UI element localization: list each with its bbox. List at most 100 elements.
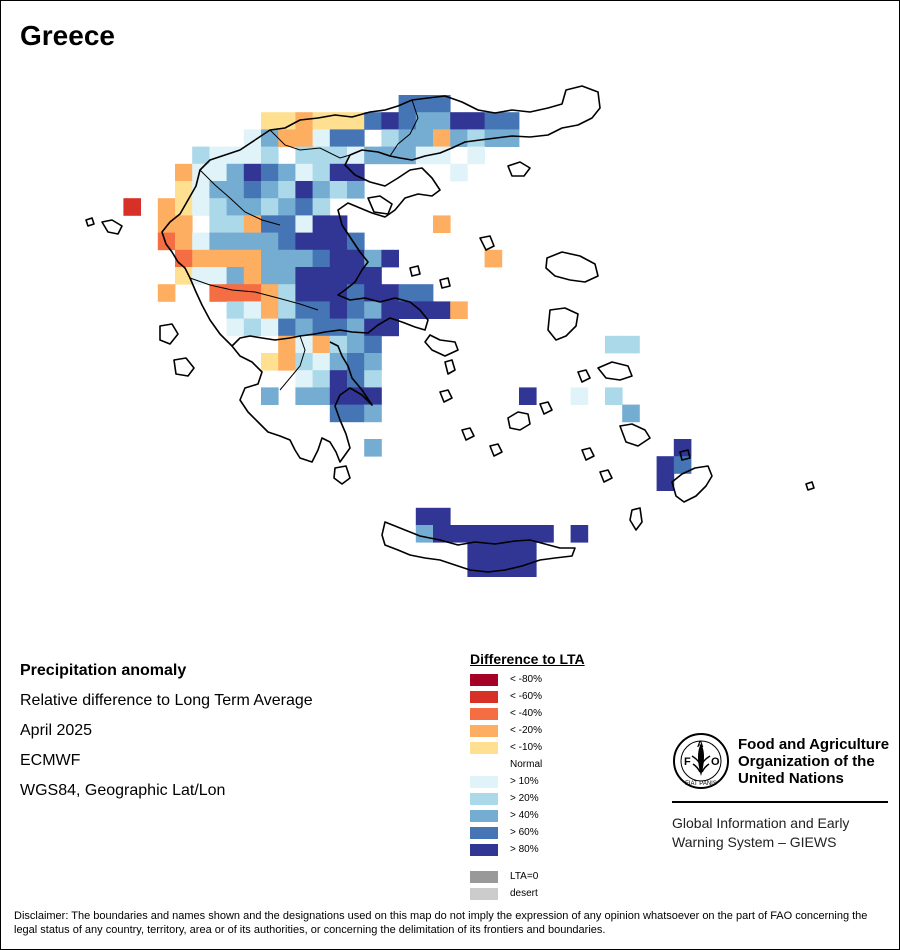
coastline [545, 251, 599, 283]
anomaly-cell [312, 335, 331, 354]
anomaly-cell [157, 232, 176, 251]
coastline [424, 334, 459, 357]
map-canvas[interactable] [0, 0, 900, 640]
anomaly-cell [278, 249, 296, 268]
anomaly-cell [175, 181, 193, 199]
legend-swatch [470, 775, 498, 788]
anomaly-cell [656, 456, 675, 474]
anomaly-cell [347, 301, 365, 319]
map-legend: Difference to LTA < -80% < -60% < -40% < -2… [470, 651, 585, 902]
fao-motto: FIAT PANIS [685, 781, 717, 787]
anomaly-cell [415, 129, 434, 147]
anomaly-cell [312, 232, 331, 251]
anomaly-cell [243, 267, 262, 285]
anomaly-cell [398, 146, 417, 165]
coastline [507, 161, 531, 177]
giews-label: Global Information and Early Warning Sys… [672, 815, 850, 850]
coastline [599, 469, 613, 483]
anomaly-cell [364, 301, 382, 319]
anomaly-cell [226, 181, 245, 199]
anomaly-cell [278, 353, 296, 371]
anomaly-cell [450, 301, 468, 319]
anomaly-cell [312, 267, 331, 285]
coastline [333, 465, 351, 485]
anomaly-cell [226, 215, 245, 233]
info-projection: WGS84, Geographic Lat/Lon [20, 782, 226, 799]
anomaly-cell [261, 387, 279, 405]
coastline [629, 507, 643, 531]
anomaly-cell [570, 387, 589, 405]
map-title: Greece [20, 20, 115, 51]
anomaly-cell [261, 284, 279, 302]
anomaly-cell [209, 181, 227, 199]
anomaly-cell [519, 559, 537, 577]
legend-label: > 80% [510, 844, 539, 855]
anomaly-cell [329, 335, 348, 354]
anomaly-cell [209, 215, 227, 233]
anomaly-cell [433, 112, 451, 130]
anomaly-cell [329, 284, 348, 302]
anomaly-cell [226, 163, 245, 182]
anomaly-cell [622, 404, 640, 423]
anomaly-cell [433, 129, 451, 147]
anomaly-cell [484, 559, 503, 577]
anomaly-cell [295, 181, 313, 199]
admin-boundary [279, 335, 306, 391]
anomaly-cell [364, 249, 382, 268]
coastline [101, 219, 123, 235]
anomaly-cell [278, 215, 296, 233]
anomaly-cell [278, 198, 296, 216]
anomaly-cell [278, 301, 296, 319]
legend-swatch [470, 690, 498, 703]
anomaly-cell [364, 353, 382, 371]
anomaly-cell [295, 232, 313, 251]
anomaly-cell [450, 112, 468, 130]
coastline [597, 361, 633, 381]
legend-extra-item: LTA=0 [470, 868, 585, 885]
anomaly-cell [347, 267, 365, 285]
anomaly-cell [347, 232, 365, 251]
anomaly-cell [226, 301, 245, 319]
legend-swatch [470, 887, 498, 900]
coastline [539, 401, 553, 415]
legend-swatch [470, 741, 498, 754]
anomaly-cell [381, 301, 399, 319]
anomaly-cell [261, 181, 279, 199]
fao-logo: F A O FIAT PANIS [673, 733, 729, 789]
anomaly-cell [501, 129, 520, 147]
anomaly-cell [364, 335, 382, 354]
anomaly-cell [501, 542, 520, 560]
anomaly-cell [243, 301, 262, 319]
anomaly-cell [295, 267, 313, 285]
anomaly-cell [278, 284, 296, 302]
coastline [409, 265, 421, 277]
anomaly-cell [243, 249, 262, 268]
coastline [231, 333, 373, 463]
coastline [173, 357, 195, 377]
anomaly-cell [312, 112, 331, 130]
anomaly-cell [484, 542, 503, 560]
anomaly-cell [467, 559, 485, 577]
info-date: April 2025 [20, 722, 93, 739]
anomaly-cell [312, 163, 331, 182]
anomaly-cell [673, 439, 692, 457]
anomaly-cell [329, 215, 348, 233]
anomaly-cell [209, 232, 227, 251]
fao-logo-letter-f: F [684, 756, 691, 768]
fao-logo-letter-a: A [697, 739, 704, 749]
anomaly-cell [415, 525, 434, 543]
anomaly-cell [261, 353, 279, 371]
coastline [577, 369, 591, 383]
anomaly-cell [209, 198, 227, 216]
admin-boundary [189, 277, 319, 311]
anomaly-cell [347, 284, 365, 302]
legend-swatch [470, 870, 498, 883]
anomaly-cell [209, 267, 227, 285]
anomaly-cell [329, 301, 348, 319]
anomaly-cell [192, 249, 210, 268]
legend-label: < -60% [510, 691, 542, 702]
anomaly-cell [570, 525, 589, 543]
anomaly-cell [243, 181, 262, 199]
anomaly-cell [501, 525, 520, 543]
anomaly-cell [175, 267, 193, 285]
